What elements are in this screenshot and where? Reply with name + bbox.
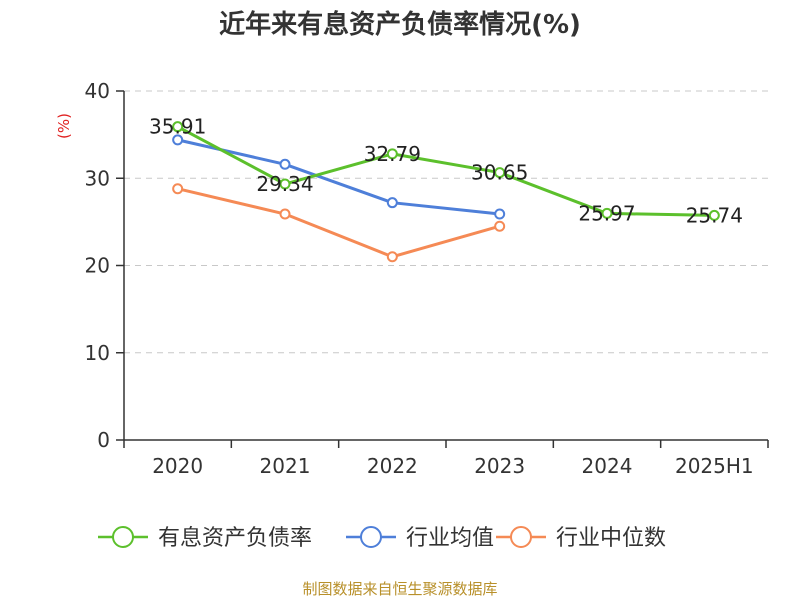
data-point: [386, 251, 398, 263]
series-line: [176, 125, 715, 217]
gridlines: [124, 90, 768, 354]
x-tick-label: 2022: [367, 454, 418, 478]
axes: 0 10 20 30 40 2020 2021 2022 2023 2024 2025H1: [85, 79, 769, 478]
data-label: 30.65: [471, 161, 528, 185]
y-tick-label: 10: [85, 341, 110, 365]
y-axis-label: (%): [55, 113, 73, 139]
series-line: [177, 138, 500, 216]
data-point: [601, 207, 613, 219]
x-tick-label: 2024: [582, 454, 633, 478]
x-tick-label: 2025H1: [675, 454, 754, 478]
legend-label: 有息资产负债率: [158, 526, 312, 551]
legend-label: 行业中位数: [556, 526, 666, 551]
series-line: [177, 187, 501, 259]
legend-swatch-marker: [360, 526, 382, 548]
legend-item: 行业均值: [346, 526, 494, 551]
chart-title: 近年来有息资产负债率情况(%): [219, 9, 581, 40]
data-point: [172, 183, 184, 195]
legend-label: 行业均值: [406, 526, 494, 551]
y-tick-label: 20: [85, 254, 110, 278]
y-tick-label: 40: [85, 79, 110, 103]
series-1: [172, 134, 506, 220]
data-point: [708, 209, 720, 221]
y-tick-label: 30: [85, 166, 110, 190]
data-label: 25.97: [578, 201, 635, 225]
data-point: [279, 208, 291, 220]
data-label: 32.79: [364, 142, 421, 166]
data-point: [386, 148, 398, 160]
data-labels: 35.91 29.34 32.79 30.65 25.97 25.74: [149, 115, 743, 228]
y-tick-label: 0: [97, 428, 110, 452]
data-point: [279, 158, 291, 170]
source-note: 制图数据来自恒生聚源数据库: [302, 580, 497, 598]
legend-swatch-marker: [510, 526, 532, 548]
series-2: [172, 183, 506, 263]
x-tick-label: 2021: [260, 454, 311, 478]
legend: 有息资产负债率 行业均值 行业中位数: [98, 526, 666, 551]
data-point: [279, 178, 291, 190]
x-tick-label: 2020: [152, 454, 203, 478]
series-layer: [172, 121, 720, 263]
legend-item: 有息资产负债率: [98, 526, 312, 551]
series-0: [172, 121, 720, 221]
data-point: [494, 220, 506, 232]
data-point: [494, 208, 506, 220]
x-tick-label: 2023: [474, 454, 525, 478]
legend-item: 行业中位数: [496, 526, 666, 551]
data-point: [172, 121, 184, 133]
data-label: 25.74: [686, 203, 743, 227]
data-point: [494, 167, 506, 179]
data-label: 35.91: [149, 115, 206, 139]
data-point: [172, 134, 184, 146]
legend-swatch-marker: [112, 526, 134, 548]
data-point: [386, 197, 398, 209]
data-label: 29.34: [256, 172, 313, 196]
